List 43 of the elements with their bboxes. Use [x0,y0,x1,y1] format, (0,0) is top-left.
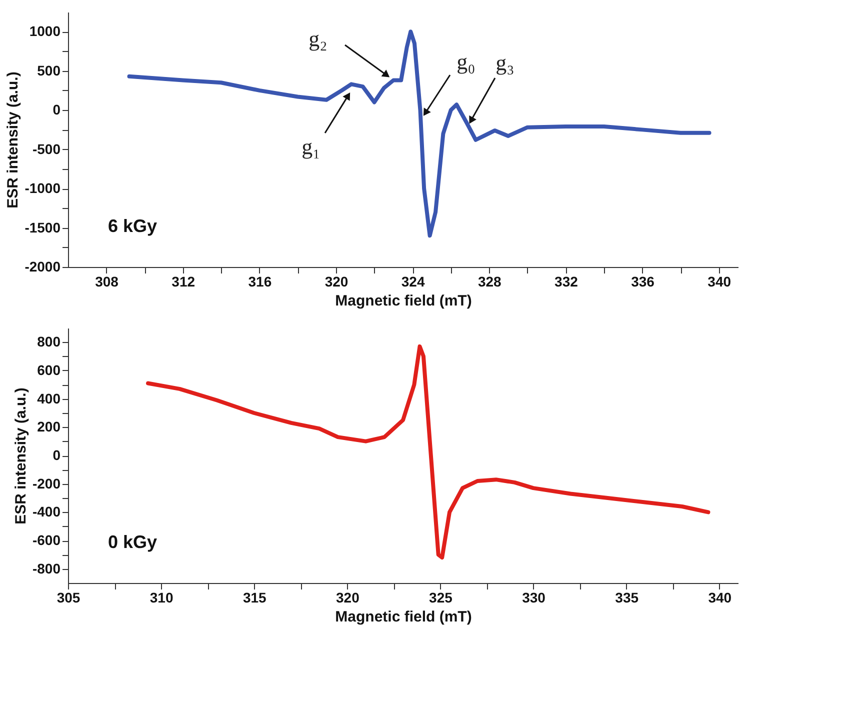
y-tick-label: 400 [37,390,61,406]
annotation: 6 kGy [108,216,158,236]
x-tick-label: 340 [708,590,732,606]
x-tick-label: 312 [172,274,196,290]
x-tick-label: 336 [631,274,655,290]
y-tick-label: 800 [37,334,61,350]
x-tick-label: 330 [522,590,546,606]
y-tick-label: 600 [37,362,61,378]
x-tick-label: 316 [248,274,272,290]
annotation: g₁ [302,134,320,159]
y-tick-label: 0 [52,102,61,118]
y-axis-title: ESR intensity (a.u.) [4,72,22,208]
x-tick-label: 310 [150,590,174,606]
y-tick-label: -500 [32,140,61,157]
y-tick-label: 500 [37,62,61,78]
x-tick-label: 315 [242,590,267,606]
x-tick-label: 340 [708,274,732,290]
y-tick-label: -800 [32,560,61,576]
x-tick-label: 335 [615,590,639,606]
x-tick-label: 305 [56,590,80,606]
x-tick-label: 325 [429,590,453,606]
y-tick-label: 1000 [29,23,61,40]
x-tick-label: 332 [554,274,578,290]
y-tick-label: -1000 [24,180,61,196]
y-tick-label: -2000 [24,258,61,274]
y-tick-label: 0 [52,447,61,463]
y-tick-label: -400 [32,504,61,520]
x-tick-label: 324 [401,274,425,290]
y-tick-label: -600 [32,532,61,548]
x-axis-title: Magnetic field (mT) [335,608,472,626]
x-tick-label: 308 [95,274,119,290]
x-tick-label: 320 [336,590,360,606]
y-tick-label: 200 [37,418,61,435]
annotation: 0 kGy [108,532,158,552]
annotation: g₀ [456,49,476,74]
y-tick-label: -200 [32,475,61,492]
x-axis-title: Magnetic field (mT) [335,292,472,310]
x-tick-label: 320 [324,274,348,290]
x-tick-label: 328 [478,274,502,290]
y-tick-label: -1500 [24,219,61,236]
annotation: g₃ [496,50,514,75]
y-axis-title: ESR intensity (a.u.) [12,388,30,524]
annotation: g₂ [308,26,328,51]
